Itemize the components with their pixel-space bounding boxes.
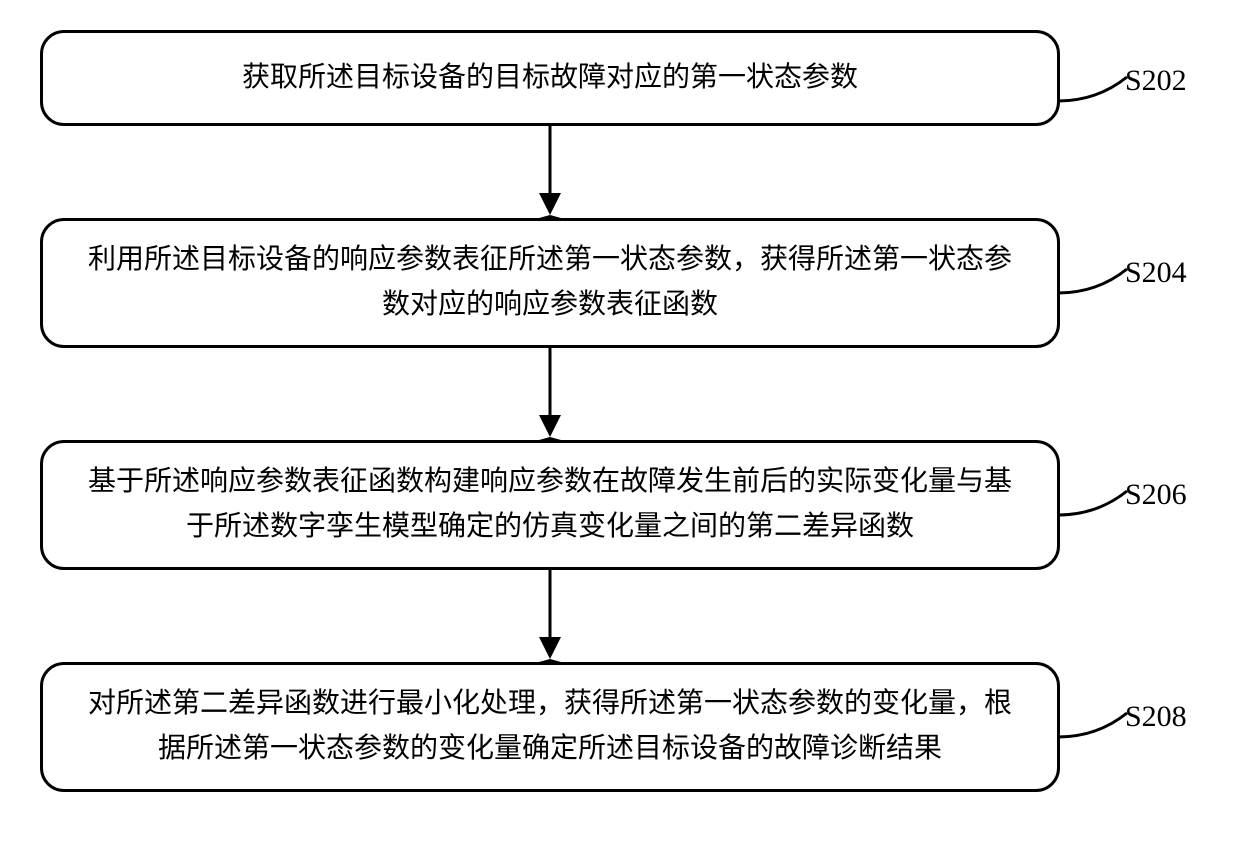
flowchart-box-s204: 利用所述目标设备的响应参数表征所述第一状态参数，获得所述第一状态参数对应的响应参… xyxy=(40,218,1060,348)
flowchart-step-label-s204: S204 xyxy=(1125,256,1187,290)
flowchart-arrow xyxy=(40,126,1060,218)
label-connector-s202 xyxy=(1058,56,1129,116)
flowchart-step-label-s206: S206 xyxy=(1125,478,1187,512)
flowchart-step-s206: 基于所述响应参数表征函数构建响应参数在故障发生前后的实际变化量与基于所述数字孪生… xyxy=(40,440,1200,570)
flowchart-box-text: 对所述第二差异函数进行最小化处理，获得所述第一状态参数的变化量，根据所述第一状态… xyxy=(83,682,1017,772)
flowchart-step-s202: 获取所述目标设备的目标故障对应的第一状态参数 S202 xyxy=(40,30,1200,126)
arrow-line xyxy=(549,348,552,420)
flowchart-box-text: 利用所述目标设备的响应参数表征所述第一状态参数，获得所述第一状态参数对应的响应参… xyxy=(83,238,1017,328)
flowchart-arrow xyxy=(40,348,1060,440)
flowchart-step-s208: 对所述第二差异函数进行最小化处理，获得所述第一状态参数的变化量，根据所述第一状态… xyxy=(40,662,1200,792)
label-connector-s208 xyxy=(1058,692,1129,752)
flowchart-step-label-s208: S208 xyxy=(1125,700,1187,734)
flowchart-arrow xyxy=(40,570,1060,662)
arrow-line xyxy=(549,126,552,198)
flowchart-box-text: 获取所述目标设备的目标故障对应的第一状态参数 xyxy=(242,56,858,101)
flowchart-box-s208: 对所述第二差异函数进行最小化处理，获得所述第一状态参数的变化量，根据所述第一状态… xyxy=(40,662,1060,792)
arrow-head-icon xyxy=(539,193,561,218)
flowchart-box-text: 基于所述响应参数表征函数构建响应参数在故障发生前后的实际变化量与基于所述数字孪生… xyxy=(83,460,1017,550)
flowchart-box-s202: 获取所述目标设备的目标故障对应的第一状态参数 xyxy=(40,30,1060,126)
arrow-line xyxy=(549,570,552,642)
flowchart-container: 获取所述目标设备的目标故障对应的第一状态参数 S202 利用所述目标设备的响应参数表… xyxy=(40,30,1200,792)
arrow-head-icon xyxy=(539,415,561,440)
label-connector-s204 xyxy=(1058,248,1129,308)
arrow-head-icon xyxy=(539,637,561,662)
label-connector-s206 xyxy=(1058,470,1129,530)
flowchart-step-label-s202: S202 xyxy=(1125,64,1187,98)
flowchart-box-s206: 基于所述响应参数表征函数构建响应参数在故障发生前后的实际变化量与基于所述数字孪生… xyxy=(40,440,1060,570)
flowchart-step-s204: 利用所述目标设备的响应参数表征所述第一状态参数，获得所述第一状态参数对应的响应参… xyxy=(40,218,1200,348)
